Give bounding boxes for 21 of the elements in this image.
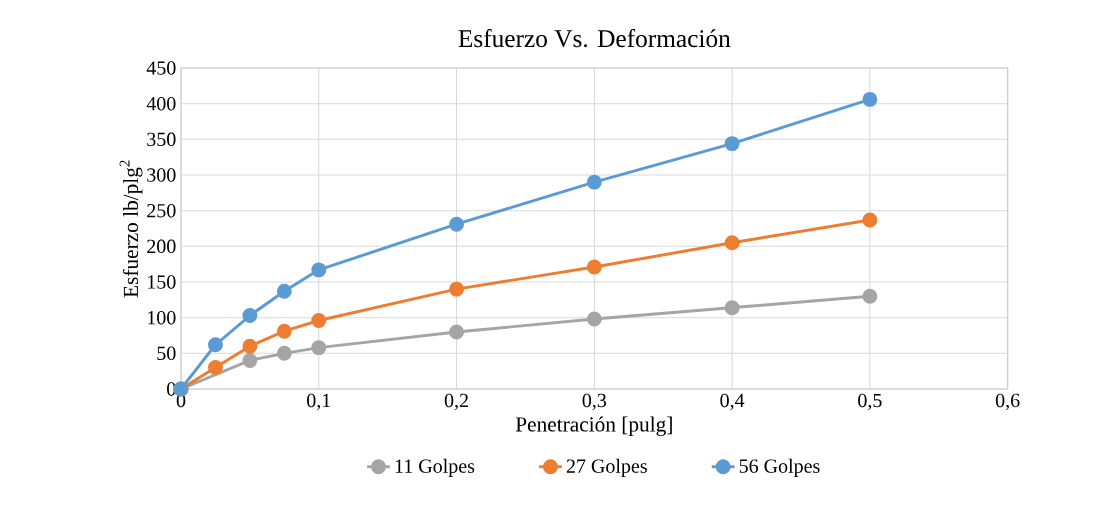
y-tick-label: 250 (147, 203, 176, 218)
x-axis-title: Penetración [pulg] (515, 416, 672, 436)
legend-label: 56 Golpes (739, 458, 820, 477)
y-tick-label: 150 (148, 275, 176, 289)
x-tick-label: 0,2 (444, 393, 468, 411)
y-tick-label: 350 (147, 132, 176, 147)
x-tick-label: 0,1 (307, 393, 331, 411)
y-tick-label: 300 (147, 168, 176, 182)
legend-label: 11 Golpes (395, 458, 475, 477)
chart-title: Esfuerzo Vs. Deformación (458, 29, 731, 48)
x-tick-label: 0,6 (995, 393, 1020, 411)
y-tick-label: 200 (147, 239, 176, 254)
x-tick-label: 0,3 (582, 393, 607, 411)
legend-label: 27 Golpes (566, 458, 647, 477)
y-axis-title: Esfuerzo lb/plg$^{2}$ (119, 160, 143, 298)
y-tick-label: 50 (157, 346, 176, 361)
x-tick-label: 0,4 (720, 393, 745, 411)
y-tick-label: 100 (148, 310, 176, 325)
x-tick-label: 0,5 (858, 393, 882, 411)
y-tick-label: 400 (146, 96, 176, 111)
y-tick-label: 450 (146, 61, 176, 75)
